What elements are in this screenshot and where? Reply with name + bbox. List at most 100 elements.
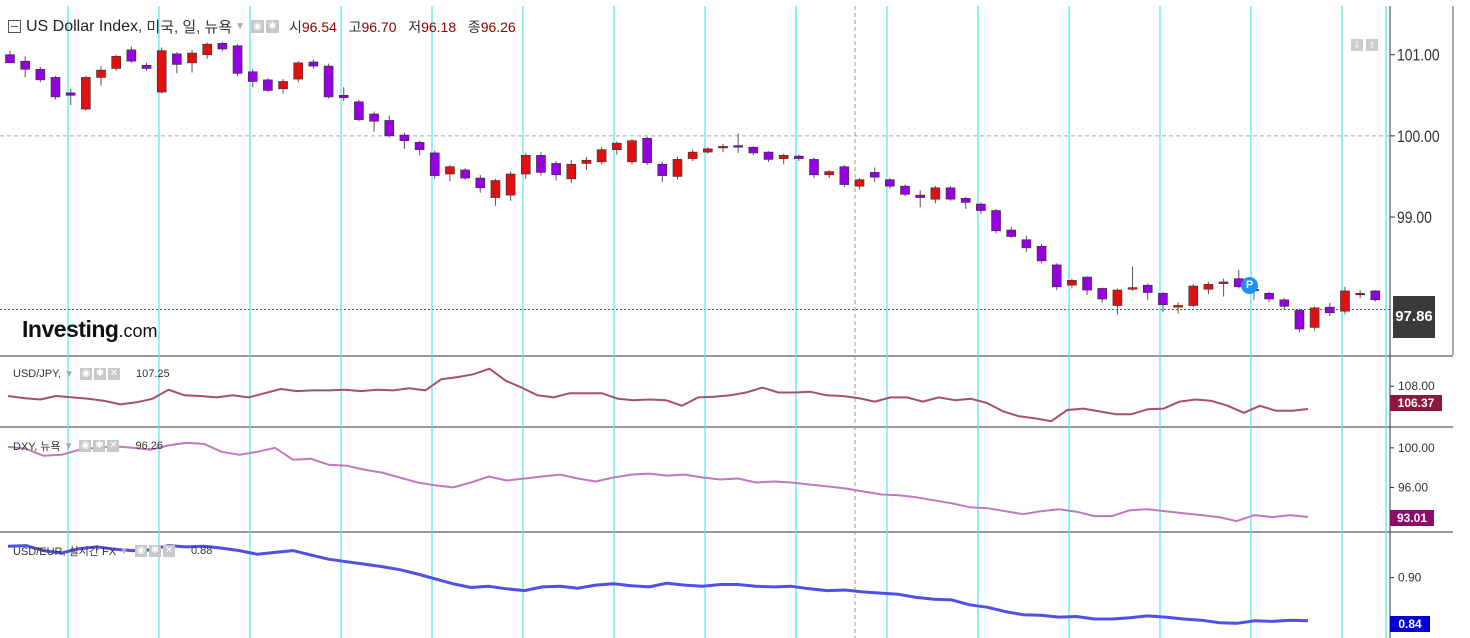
candle <box>35 66 46 83</box>
sort-up-icon[interactable]: ⇧ <box>1366 39 1378 51</box>
chevron-down-icon[interactable]: ▼ <box>235 21 245 32</box>
candle <box>111 54 121 71</box>
close-icon[interactable]: ✕ <box>107 440 120 452</box>
sort-down-icon[interactable]: ⇩ <box>1351 39 1363 51</box>
eur-panel-header: USD/EUR, 실시간 FX ▼ ◉ ✱ ✕ 0.88 <box>13 543 212 559</box>
candle <box>354 100 364 122</box>
eur-value: 0.88 <box>191 545 213 557</box>
dxy-name: DXY, 뉴욕 <box>13 441 61 453</box>
candle-body <box>126 49 137 62</box>
candle <box>1294 308 1305 333</box>
candle <box>1021 235 1032 252</box>
jpy-last-tag: 106.37 <box>1390 395 1442 411</box>
candle-body <box>399 134 410 142</box>
candle-body <box>20 60 30 70</box>
candle <box>187 49 197 73</box>
candle-body <box>1127 287 1138 290</box>
candle <box>1112 288 1123 315</box>
candle-body <box>141 64 152 69</box>
eur-last-tag: 0.84 <box>1390 616 1430 632</box>
candle <box>1097 287 1108 304</box>
candle <box>642 136 652 166</box>
candle <box>202 42 213 59</box>
candle-body <box>596 149 607 163</box>
candle-body <box>172 53 182 65</box>
candle <box>687 149 698 162</box>
collapse-icon[interactable] <box>8 20 21 33</box>
candle <box>581 156 592 170</box>
candle-body <box>1279 299 1290 307</box>
candle-body <box>1264 293 1274 300</box>
low-label: 저 <box>408 18 422 35</box>
main-chart-header: US Dollar Index , 미국, 일, 뉴욕 ▼ ◉ ✱ 시96.54… <box>8 16 516 37</box>
candle-body <box>687 151 698 159</box>
candle-body <box>96 69 106 78</box>
chevron-down-icon[interactable]: ▼ <box>119 545 129 557</box>
eye-icon[interactable]: ◉ <box>135 545 147 557</box>
candle <box>869 167 880 183</box>
candle-body <box>1188 285 1199 306</box>
gear-icon[interactable]: ✱ <box>265 20 279 33</box>
scale-controls: ⇩ ⇧ <box>1351 39 1381 51</box>
candle-body <box>490 180 501 198</box>
dxy-panel-header: DXY, 뉴욕 ▼ ◉ ✱ ✕ 96.26 <box>13 438 163 454</box>
candle <box>399 132 410 149</box>
chart-grid <box>0 6 1454 638</box>
candle <box>1067 278 1077 289</box>
candle-body <box>1355 293 1365 296</box>
candle <box>156 47 167 94</box>
event-marker-p[interactable]: P <box>1241 277 1258 294</box>
candle <box>824 169 834 179</box>
candle <box>854 178 865 190</box>
candle-body <box>976 203 986 211</box>
candle <box>809 157 819 179</box>
chevron-down-icon[interactable]: ▼ <box>64 368 74 380</box>
jpy-name: USD/JPY, <box>13 368 62 380</box>
candle-body <box>369 113 379 122</box>
candle <box>141 62 152 71</box>
candle <box>232 44 243 76</box>
candle-body <box>263 79 273 91</box>
close-icon[interactable]: ✕ <box>163 545 175 557</box>
eye-icon[interactable]: ◉ <box>80 368 92 380</box>
instrument-meta: 미국, 일, 뉴욕 <box>146 19 233 36</box>
candle <box>536 152 546 176</box>
candle <box>308 59 319 69</box>
candle-body <box>611 142 622 150</box>
gear-icon[interactable]: ✱ <box>94 368 106 380</box>
candle <box>445 165 455 182</box>
candle-body <box>232 45 243 74</box>
indicator-series <box>7 367 1309 625</box>
candle <box>657 161 668 183</box>
close-icon[interactable]: ✕ <box>108 368 120 380</box>
candle-body <box>217 43 228 50</box>
gear-icon[interactable]: ✱ <box>149 545 161 557</box>
eye-icon[interactable]: ◉ <box>79 440 92 452</box>
candle <box>1188 284 1199 308</box>
candle <box>323 63 334 99</box>
candle <box>718 143 728 153</box>
close-value: 96.26 <box>480 18 516 35</box>
candle-body <box>627 140 637 163</box>
candle-body <box>1067 280 1077 286</box>
eye-icon[interactable]: ◉ <box>250 20 264 33</box>
candle <box>1324 303 1335 317</box>
candle-body <box>354 101 364 120</box>
last-price-tag: 97.86 <box>1393 296 1435 338</box>
gear-icon[interactable]: ✱ <box>93 440 106 452</box>
candle <box>672 156 683 180</box>
jpy-value: 107.25 <box>136 368 170 380</box>
candle <box>126 46 137 63</box>
candle-body <box>703 148 713 153</box>
candle-body <box>308 61 319 67</box>
chevron-down-icon[interactable]: ▼ <box>63 440 74 452</box>
candle-body <box>1340 290 1350 312</box>
candlestick-series <box>5 41 1381 333</box>
candle <box>1340 286 1350 315</box>
candle-body <box>202 43 213 55</box>
dxy-value: 96.26 <box>135 440 163 452</box>
candle <box>490 178 501 206</box>
candle <box>748 146 759 156</box>
candle <box>839 165 850 187</box>
